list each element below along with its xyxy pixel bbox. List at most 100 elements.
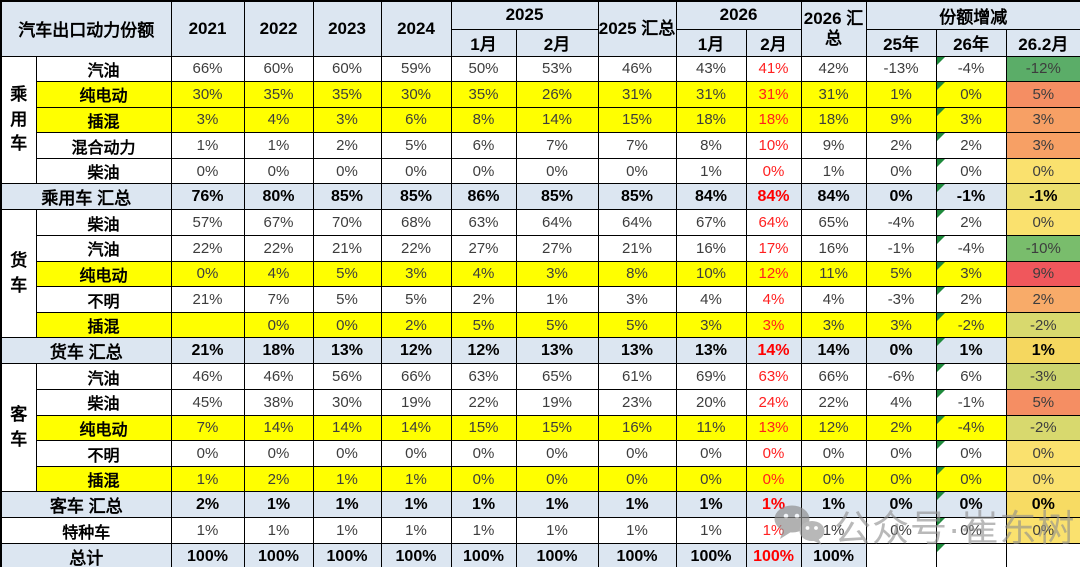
delta-cell: -12% (1005, 55, 1080, 83)
table-row: 插混 3% 4% 3% 6% 8% 14% 15% 18% 18% 18% 9% 3% 3% (1, 106, 1080, 134)
group-label: 货 车 (0, 209, 37, 339)
value-cell: 1% (800, 491, 867, 519)
value-cell: 13% (675, 337, 747, 365)
row-label: 乘用车 汇总 (0, 183, 172, 211)
value-cell: 18% (800, 106, 867, 134)
row-label: 纯电动 (35, 81, 172, 108)
value-cell: -1% (935, 183, 1007, 211)
value-cell: 13% (597, 337, 677, 365)
value-cell: 30% (380, 81, 452, 108)
value-cell: 19% (515, 389, 599, 416)
value-cell: 5% (380, 132, 452, 159)
value-cell: 0% (597, 157, 677, 185)
value-cell: 1% (515, 491, 599, 519)
col-header-2025-jan: 1月 (450, 28, 517, 57)
row-label: 汽油 (35, 363, 172, 391)
row-label: 不明 (35, 440, 172, 467)
value-cell: 68% (380, 209, 452, 237)
col-header-delta-25: 25年 (865, 28, 937, 57)
value-cell: 46% (243, 363, 314, 391)
value-cell: 11% (800, 260, 867, 288)
value-cell: 2% (170, 491, 245, 519)
value-cell: 2% (380, 311, 452, 339)
table-row: 混合动力 1% 1% 2% 5% 6% 7% 7% 8% 10% 9% 2% 2% 3% (1, 132, 1080, 159)
value-cell: 46% (170, 363, 245, 391)
table-row: 特种车 1% 1% 1% 1% 1% 1% 1% 1% 1% 1% 0% 0% 0% (0, 517, 1080, 544)
value-cell: 19% (380, 389, 452, 416)
table-body: 乘 用 车汽油 66% 60% 60% 59% 50% 53% 46% 43% 41% 42% -13… (0, 55, 1080, 567)
value-cell: 45% (170, 389, 245, 416)
value-cell: 50% (450, 55, 517, 83)
value-cell: 66% (800, 363, 867, 391)
value-cell: 31% (597, 81, 677, 108)
value-cell: 4% (865, 389, 937, 416)
col-header-2026-feb: 2月 (745, 28, 802, 57)
value-cell: 2% (312, 132, 382, 159)
table-row: 纯电动 0% 4% 5% 3% 4% 3% 8% 10% 12% 11% 5% 3% 9% (1, 260, 1080, 288)
value-cell: 0% (865, 465, 937, 493)
value-cell: -1% (865, 235, 937, 262)
table-row: 乘 用 车汽油 66% 60% 60% 59% 50% 53% 46% 43% 41% 42% -13… (0, 55, 1080, 185)
value-cell: 100% (170, 543, 245, 567)
table-row: 客 车汽油 46% 46% 56% 66% 63% 65% 61% 69% 63% 66% -6% 6%… (0, 363, 1080, 493)
value-cell: 30% (170, 81, 245, 108)
value-cell: 3% (312, 106, 382, 134)
value-cell: 59% (380, 55, 452, 83)
table-row: 插混 0% 0% 2% 5% 5% 5% 3% 3% 3% 3% -2% -2% (1, 311, 1080, 339)
row-label: 柴油 (35, 389, 172, 416)
value-cell: 7% (243, 286, 314, 313)
value-cell: 84% (745, 183, 802, 211)
value-cell: 84% (675, 183, 747, 211)
value-cell: 1% (935, 337, 1007, 365)
value-cell: 21% (597, 235, 677, 262)
value-cell: 1% (675, 491, 747, 519)
value-cell: 0% (745, 465, 802, 493)
value-cell: 0% (515, 465, 599, 493)
col-header-2025-feb: 2月 (515, 28, 599, 57)
value-cell: 0% (450, 465, 517, 493)
value-cell: 100% (597, 543, 677, 567)
value-cell: 1% (170, 517, 245, 544)
value-cell: 14% (745, 337, 802, 365)
value-cell: 1% (597, 491, 677, 519)
value-cell (935, 543, 1007, 567)
value-cell: 1% (170, 465, 245, 493)
value-cell: 0% (745, 157, 802, 185)
value-cell: 1% (380, 465, 452, 493)
delta-cell: 0% (1005, 491, 1080, 519)
delta-cell: 2% (1005, 286, 1080, 313)
row-label: 总计 (0, 543, 172, 567)
value-cell: 30% (312, 389, 382, 416)
value-cell: 13% (745, 414, 802, 442)
value-cell: 2% (243, 465, 314, 493)
value-cell: 22% (243, 235, 314, 262)
value-cell: 3% (800, 311, 867, 339)
delta-cell: 3% (1005, 132, 1080, 159)
value-cell: 85% (312, 183, 382, 211)
value-cell: 21% (312, 235, 382, 262)
value-cell: 0% (865, 517, 937, 544)
value-cell: 4% (450, 260, 517, 288)
col-header-2024: 2024 (380, 0, 452, 57)
value-cell: 31% (675, 81, 747, 108)
value-cell: 100% (312, 543, 382, 567)
row-label: 汽油 (35, 235, 172, 262)
value-cell: 15% (450, 414, 517, 442)
delta-cell: 0% (1005, 440, 1080, 467)
value-cell: 8% (450, 106, 517, 134)
delta-cell: -1% (1005, 183, 1080, 211)
value-cell: 16% (800, 235, 867, 262)
row-label: 混合动力 (35, 132, 172, 159)
table-row: 纯电动 7% 14% 14% 14% 15% 15% 16% 11% 13% 12% 2% -4% -2% (1, 414, 1080, 442)
value-cell: 13% (312, 337, 382, 365)
value-cell: 8% (597, 260, 677, 288)
value-cell: 23% (597, 389, 677, 416)
value-cell: 2% (935, 132, 1007, 159)
value-cell: 1% (380, 491, 452, 519)
delta-cell: 3% (1005, 106, 1080, 134)
value-cell: 0% (745, 440, 802, 467)
delta-cell: -3% (1005, 363, 1080, 391)
col-header-2025-sum: 2025 汇总 (597, 0, 677, 57)
value-cell: 35% (450, 81, 517, 108)
table-row: 总计 100% 100% 100% 100% 100% 100% 100% 100% 100% 10… (0, 543, 1080, 567)
